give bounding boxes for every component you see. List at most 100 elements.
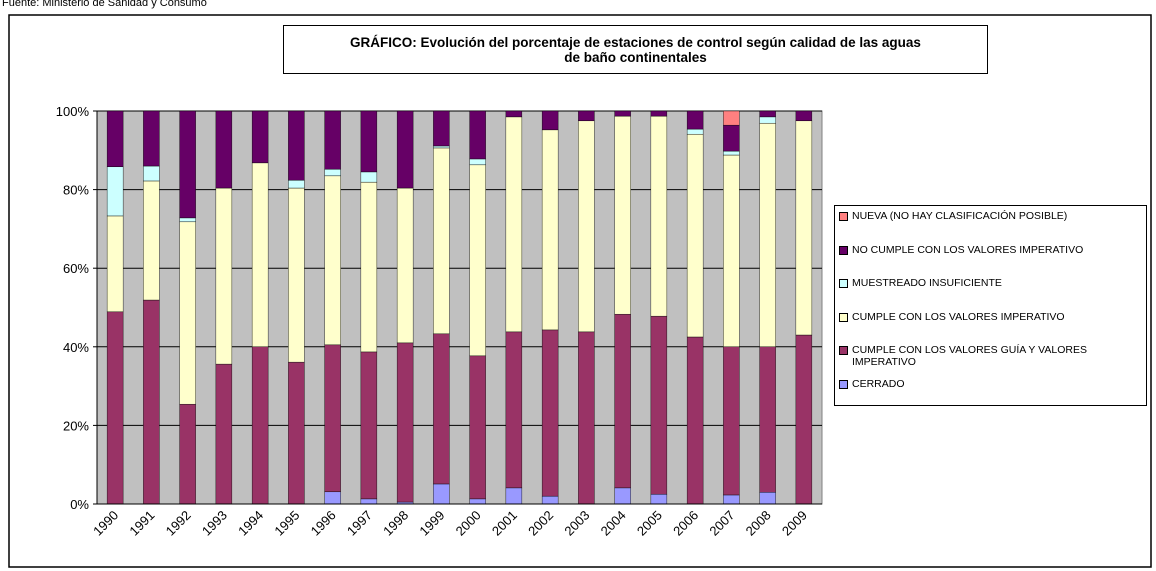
bar-segment (505, 487, 523, 505)
legend-swatch (839, 245, 848, 255)
bar-segment (505, 116, 523, 333)
bar-segment (759, 492, 776, 505)
bar-segment (723, 110, 740, 126)
bar-segment (179, 221, 196, 405)
bar-segment (650, 493, 668, 505)
bar-segment (106, 215, 124, 313)
bar-segment (759, 110, 776, 118)
bar-segment (433, 147, 450, 335)
legend-swatch (839, 346, 848, 355)
legend-swatch (839, 379, 848, 389)
bar-segment (288, 179, 305, 189)
legend-item: CERRADO (839, 378, 1142, 412)
y-tick-label: 40% (63, 340, 89, 355)
bar-segment (686, 110, 704, 130)
bar-segment (324, 175, 341, 346)
legend-item: NUEVA (NO HAY CLASIFICACIÓN POSIBLE) (839, 210, 1142, 244)
bar-segment (759, 116, 776, 124)
bar-segment (723, 346, 740, 496)
bar-segment (143, 110, 160, 167)
bar-segment (251, 346, 269, 505)
bar-segment (433, 110, 450, 147)
y-tick-label: 60% (63, 261, 89, 276)
legend-swatch (839, 312, 848, 322)
bar-segment (469, 355, 486, 500)
legend-label: CUMPLE CON LOS VALORES GUÍA Y VALORES IM… (852, 344, 1087, 368)
bar-segment (324, 168, 341, 177)
bar-segment (723, 154, 740, 348)
y-tick-label: 80% (63, 183, 89, 198)
bar-segment (795, 110, 813, 122)
legend-label: NUEVA (NO HAY CLASIFICACIÓN POSIBLE) (852, 210, 1068, 222)
y-tick-label: 100% (56, 104, 90, 119)
legend-label: MUESTREADO INSUFICIENTE (852, 277, 1002, 289)
bar-segment (795, 120, 813, 336)
bar-segment (251, 110, 269, 164)
bar-segment (324, 491, 341, 505)
bar-segment (143, 299, 160, 505)
bar-segment (795, 334, 813, 505)
bar-segment (251, 162, 269, 348)
bar-segment (433, 333, 450, 485)
bar-segment (614, 110, 631, 117)
bar-segment (614, 313, 631, 489)
bar-segment (396, 110, 414, 189)
bar-segment (578, 120, 595, 333)
plot-area (96, 110, 823, 505)
bar-segment (614, 115, 631, 315)
bar-segment (288, 187, 305, 363)
bar-segment (469, 164, 486, 357)
bar-segment (143, 180, 160, 301)
bar-segment (541, 129, 559, 331)
bar-segment (215, 110, 233, 189)
bar-segment (433, 145, 450, 149)
bar-segment (215, 187, 233, 365)
bar-segment (106, 110, 124, 168)
chart-title: GRÁFICO: Evolución del porcentaje de est… (283, 25, 988, 74)
bar-segment (179, 403, 196, 505)
legend-item: CUMPLE CON LOS VALORES IMPERATIVO (839, 311, 1142, 345)
y-tick-label: 20% (63, 418, 89, 433)
bar-segment (324, 344, 341, 493)
bar-segment (179, 217, 196, 223)
bar-segment (505, 331, 523, 489)
bar-segment (469, 158, 486, 166)
bar-segment (723, 150, 740, 156)
bar-segment (179, 110, 196, 219)
legend-label: CUMPLE CON LOS VALORES IMPERATIVO (852, 310, 1065, 323)
bar-segment (106, 311, 124, 505)
source-note: Fuente: Ministerio de Sanidad y Consumo (2, 0, 207, 9)
bar-segment (686, 128, 704, 135)
legend-swatch (839, 279, 848, 288)
legend-item: MUESTREADO INSUFICIENTE (839, 277, 1142, 311)
bar-segment (288, 361, 305, 505)
bar-segment (578, 331, 595, 505)
bar-segment (288, 110, 305, 181)
legend-swatch (839, 212, 848, 221)
bar-segment (396, 342, 414, 503)
bar-segment (505, 110, 523, 118)
bar-segment (541, 329, 559, 497)
legend-item: CUMPLE CON LOS VALORES GUÍA Y VALORES IM… (839, 344, 1142, 378)
y-tick-label: 0% (70, 497, 89, 512)
bar-segment (360, 498, 378, 505)
bar-segment (686, 133, 704, 338)
bar-segment (360, 351, 378, 500)
bar-segment (360, 181, 378, 353)
bar-segment (541, 110, 559, 131)
legend: NUEVA (NO HAY CLASIFICACIÓN POSIBLE) NO C… (834, 205, 1147, 406)
bar-segment (433, 483, 450, 505)
bar-segment (541, 495, 559, 505)
bar-segment (650, 315, 668, 495)
bar-segment (759, 122, 776, 348)
bar-segment (723, 494, 740, 505)
bar-segment (650, 115, 668, 317)
bar-segment (759, 346, 776, 493)
bar-segment (686, 336, 704, 505)
bar-segment (396, 187, 414, 344)
legend-label: NO CUMPLE CON LOS VALORES IMPERATIVO (852, 243, 1084, 256)
bar-segment (469, 110, 486, 160)
bar-segment (360, 110, 378, 173)
bar-segment (578, 110, 595, 122)
bar-segment (360, 171, 378, 183)
